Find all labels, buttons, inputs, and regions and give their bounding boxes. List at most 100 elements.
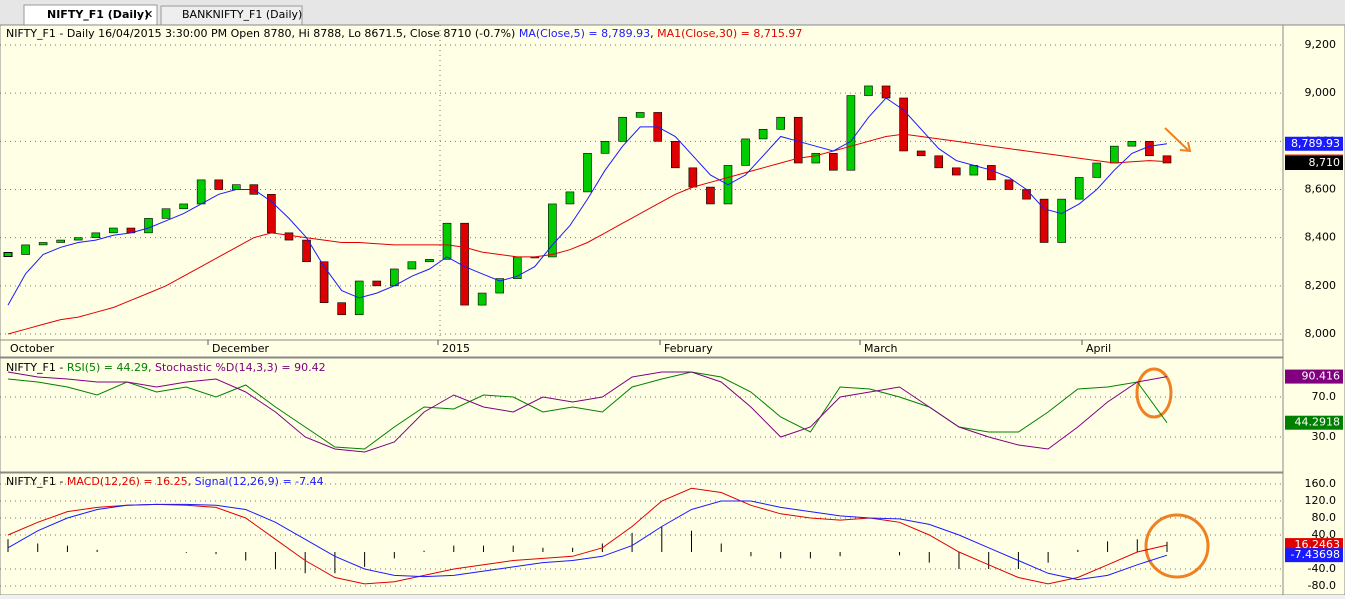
- axis-area: [1282, 24, 1345, 596]
- candle: [548, 203, 557, 258]
- y-tick-label: -40.0: [1308, 562, 1336, 575]
- ma5-line: [7, 97, 1168, 306]
- candle: [776, 116, 785, 130]
- candle: [196, 179, 206, 205]
- candle: [829, 153, 838, 171]
- y-tick-label: 70.0: [1312, 390, 1337, 403]
- value-badge: [1285, 369, 1343, 384]
- date-label: December: [212, 342, 270, 355]
- candle: [951, 167, 961, 176]
- date-label: March: [864, 342, 898, 355]
- candle: [38, 242, 48, 246]
- value-badge: [1285, 156, 1343, 171]
- candle: [179, 203, 188, 210]
- y-tick-label: 8,600: [1305, 183, 1337, 196]
- candle: [1110, 145, 1119, 164]
- y-tick-label: 9,000: [1305, 86, 1337, 99]
- ma30-line: [7, 133, 1168, 335]
- candle: [635, 112, 645, 118]
- candle: [1022, 189, 1031, 200]
- candle: [565, 191, 575, 205]
- macd-line: [7, 487, 1168, 585]
- annotation-arrow: [1164, 127, 1192, 153]
- y-tick-label: 40.0: [1312, 528, 1337, 541]
- candle: [811, 153, 821, 164]
- date-label: February: [664, 342, 713, 355]
- candle: [706, 186, 715, 205]
- candle: [161, 208, 171, 219]
- candle: [319, 261, 329, 303]
- tab-label: NIFTY_F1 (Daily): [47, 8, 149, 21]
- value-badge: [1285, 548, 1343, 563]
- candle: [214, 179, 224, 190]
- candle: [934, 155, 944, 169]
- value-badge: [1285, 415, 1343, 430]
- tab-close[interactable]: ✕: [144, 8, 153, 21]
- annotation-circle: [1144, 513, 1210, 579]
- rsi-panel: [0, 357, 1284, 473]
- value-badge-label: -7.43698: [1291, 548, 1340, 561]
- macd-panel: [0, 472, 1284, 596]
- candle: [671, 141, 680, 169]
- candle: [1074, 177, 1084, 200]
- candle: [477, 292, 487, 306]
- candle: [495, 278, 504, 294]
- y-tick-label: 120.0: [1305, 494, 1337, 507]
- candle: [21, 244, 30, 255]
- y-tick-label: -80.0: [1308, 579, 1336, 592]
- candle: [758, 128, 768, 140]
- y-tick-label: 8,200: [1305, 279, 1337, 292]
- candle: [1127, 141, 1137, 147]
- candle: [881, 85, 891, 99]
- y-tick-label: 160.0: [1305, 477, 1337, 490]
- candle: [618, 116, 627, 142]
- y-tick-label: 9,200: [1305, 38, 1337, 51]
- tab-label: BANKNIFTY_F1 (Daily): [182, 8, 302, 21]
- candle: [73, 237, 83, 241]
- candle: [1004, 179, 1014, 190]
- rsi-line: [7, 371, 1168, 450]
- candle: [916, 150, 926, 157]
- candle: [688, 167, 698, 188]
- candle: [1145, 141, 1154, 157]
- candle: [231, 184, 241, 190]
- stoch-line: [7, 371, 1168, 453]
- candle: [899, 97, 908, 152]
- candle: [407, 261, 417, 270]
- candle: [1162, 155, 1172, 164]
- y-tick-label: 80.0: [1312, 511, 1337, 524]
- candle: [372, 280, 382, 287]
- rsi-header: NIFTY_F1 - RSI(5) = 44.29, Stochastic %D…: [6, 361, 326, 374]
- y-tick-label: 30.0: [1312, 430, 1337, 443]
- y-tick-label: 8,400: [1305, 231, 1337, 244]
- candle: [512, 256, 522, 279]
- candle: [109, 227, 118, 234]
- value-badge-label: 8,710: [1309, 156, 1341, 169]
- candle: [425, 259, 434, 263]
- price-panel: [0, 24, 1284, 358]
- value-badge-label: 8,789.93: [1291, 137, 1340, 150]
- candle: [284, 232, 294, 241]
- value-badge-label: 90.416: [1302, 370, 1341, 383]
- date-label: October: [10, 342, 54, 355]
- value-badge: [1285, 136, 1343, 151]
- candle: [337, 302, 346, 316]
- signal-line: [7, 500, 1168, 581]
- date-label: 2015: [442, 342, 470, 355]
- macd-header: NIFTY_F1 - MACD(12,26) = 16.25, Signal(1…: [6, 475, 324, 488]
- date-ticks: [207, 340, 1083, 345]
- value-badge-label: 44.2918: [1295, 416, 1341, 429]
- candle: [864, 85, 873, 96]
- candle: [302, 239, 311, 263]
- candle: [91, 232, 101, 238]
- date-label: April: [1086, 342, 1111, 355]
- candle: [1057, 198, 1066, 243]
- candle: [144, 218, 153, 234]
- candle: [987, 165, 996, 181]
- candle: [3, 252, 13, 258]
- candle: [390, 268, 399, 287]
- candle: [969, 165, 979, 176]
- value-badge-label: 16.2463: [1295, 538, 1341, 551]
- candle: [600, 141, 610, 154]
